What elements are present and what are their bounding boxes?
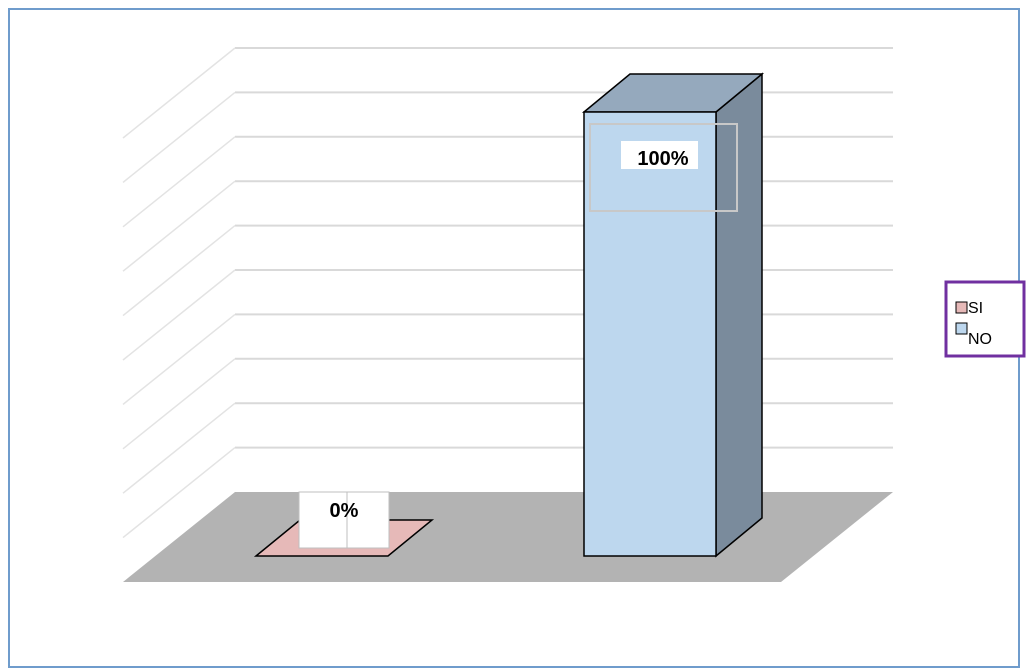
side-gridline (122, 358, 236, 450)
legend-swatch-no (955, 322, 968, 335)
side-gridline (122, 313, 236, 405)
legend-label-si: SI (968, 300, 983, 317)
legend-label-no: NO (968, 331, 992, 348)
legend-box (944, 280, 1026, 358)
data-label-si: 0% (330, 500, 359, 522)
data-label-box-no (621, 141, 698, 169)
bar-chart: 0% 100% SI NO (122, 47, 1026, 582)
side-gridline (122, 447, 236, 539)
data-label-box-si (298, 491, 390, 549)
side-gridline (122, 91, 236, 183)
side-gridline (122, 136, 236, 228)
side-gridline (122, 47, 236, 139)
chart-floor (123, 492, 893, 582)
side-gridline (122, 402, 236, 494)
data-label-frame-no (589, 123, 738, 212)
side-gridline (122, 180, 236, 272)
side-gridline (122, 225, 236, 317)
back-wall (122, 47, 893, 539)
bar-no (583, 111, 717, 557)
side-gridline (122, 269, 236, 361)
bar-side-no (715, 72, 763, 558)
legend-swatch-si (955, 301, 968, 314)
floor-plane (123, 492, 893, 582)
legend: SI NO (944, 280, 1026, 358)
data-label-no: 100% (637, 148, 688, 170)
data-labels: 0% 100% (298, 123, 738, 549)
